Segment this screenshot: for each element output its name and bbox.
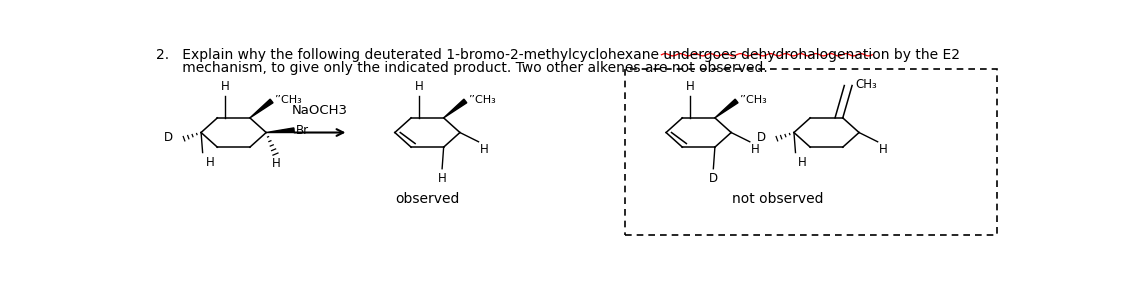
Text: mechanism, to give only the indicated product. Two other alkenes are not observe: mechanism, to give only the indicated pr… xyxy=(156,61,768,75)
Text: H: H xyxy=(220,80,229,93)
Text: H: H xyxy=(480,143,489,156)
Polygon shape xyxy=(443,99,467,118)
Text: not observed: not observed xyxy=(732,192,824,206)
Text: H: H xyxy=(798,156,807,169)
Text: H: H xyxy=(206,156,215,169)
Polygon shape xyxy=(714,99,738,118)
Text: H: H xyxy=(272,157,280,170)
Text: H: H xyxy=(438,172,447,185)
Text: CH₃: CH₃ xyxy=(855,78,876,91)
Text: ’’CH₃: ’’CH₃ xyxy=(468,95,495,105)
Polygon shape xyxy=(250,99,273,118)
Text: D: D xyxy=(757,131,766,144)
Text: D: D xyxy=(709,172,718,185)
Text: observed: observed xyxy=(395,192,460,206)
Text: H: H xyxy=(686,80,694,93)
Text: H: H xyxy=(752,143,760,156)
Polygon shape xyxy=(267,128,295,132)
Text: ’’CH₃: ’’CH₃ xyxy=(273,95,302,105)
Text: H: H xyxy=(880,143,888,156)
Text: H: H xyxy=(414,80,423,93)
Text: ’’CH₃: ’’CH₃ xyxy=(739,95,766,105)
Text: D: D xyxy=(164,131,173,144)
Text: 2.   Explain why the following deuterated 1-bromo-2-methylcyclohexane undergoes : 2. Explain why the following deuterated … xyxy=(156,48,960,62)
Text: NaOCH3: NaOCH3 xyxy=(292,104,348,117)
Text: Br: Br xyxy=(296,124,308,137)
